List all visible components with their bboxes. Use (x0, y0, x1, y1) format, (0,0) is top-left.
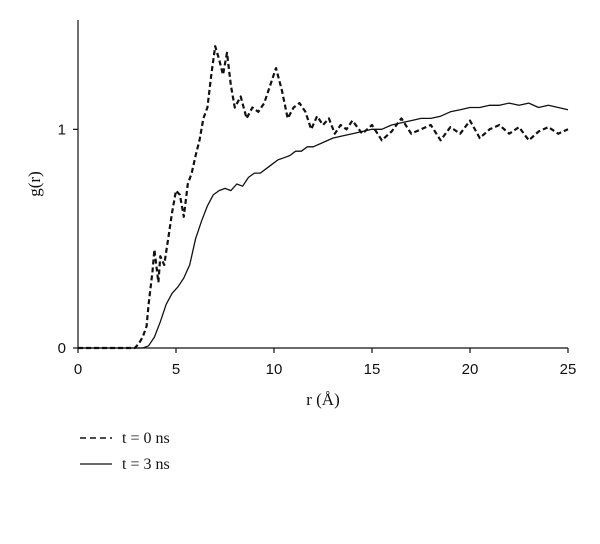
legend-label-0: t = 0 ns (122, 430, 170, 447)
axes: 0 5 10 15 20 25 01 (58, 20, 577, 378)
x-tick-label: 25 (560, 361, 577, 378)
y-axis-title: g(r) (25, 171, 44, 196)
x-tick-label: 20 (462, 361, 479, 378)
y-tick-label: 0 (58, 340, 66, 357)
plot-area (78, 45, 569, 350)
series-line-1 (78, 102, 569, 349)
x-ticks: 0 5 10 15 20 25 (74, 348, 577, 378)
x-tick-label: 0 (74, 361, 82, 378)
legend-label-1: t = 3 ns (122, 456, 170, 473)
legend: t = 0 ns t = 3 ns (80, 430, 170, 473)
y-tick-label: 1 (58, 121, 66, 138)
y-ticks: 01 (58, 121, 78, 357)
x-tick-label: 15 (364, 361, 381, 378)
x-axis-title: r (Å) (306, 390, 340, 409)
x-tick-label: 5 (172, 361, 180, 378)
series-line-0 (78, 45, 569, 350)
series-layer (78, 45, 569, 350)
x-tick-label: 10 (266, 361, 283, 378)
